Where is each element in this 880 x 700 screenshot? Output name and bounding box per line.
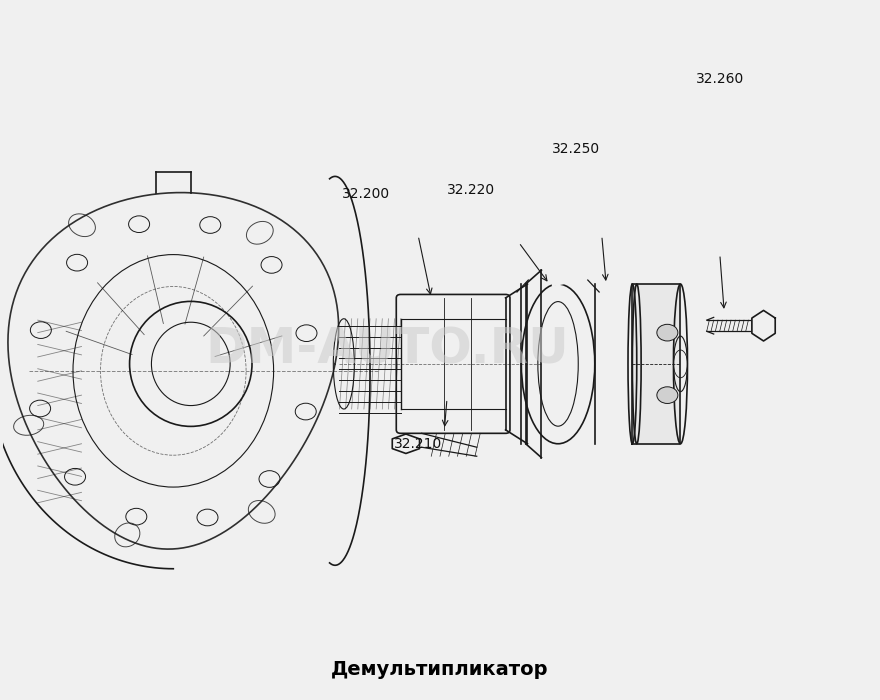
Text: 32.210: 32.210: [394, 437, 443, 451]
Polygon shape: [633, 284, 680, 444]
Circle shape: [656, 324, 678, 341]
Text: DM-AUTO.RU: DM-AUTO.RU: [206, 326, 569, 374]
Text: 32.200: 32.200: [341, 187, 390, 201]
Text: 32.220: 32.220: [446, 183, 495, 197]
Text: 32.260: 32.260: [696, 72, 744, 86]
Circle shape: [656, 387, 678, 403]
Text: Демультипликатор: Демультипликатор: [331, 660, 549, 679]
Text: 32.250: 32.250: [552, 141, 599, 155]
